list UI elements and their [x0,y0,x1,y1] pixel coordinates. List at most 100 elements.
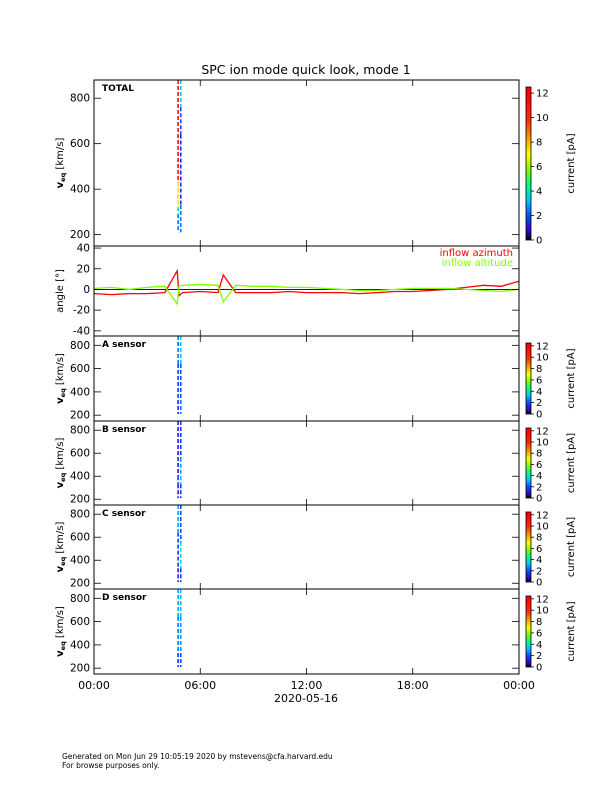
colorbar-tick-label-total-2: 2 [536,211,542,222]
ylabel-c-sensor: veq [km/s] [55,522,67,573]
ytick-label-b-sensor-600: 600 [70,448,90,460]
colorbar-tick-label-total-0: 0 [536,236,542,247]
colorbar-tick-label-a-sensor-6: 6 [536,375,542,386]
colorbar-total [525,86,532,241]
colorbar-tick-label-total-12: 12 [536,89,549,100]
colorbar-tick-label-total-4: 4 [536,187,542,198]
xtick-label-1: 06:00 [184,679,216,692]
panel-label-a-sensor: A sensor [102,340,147,350]
panel-frame-c-sensor [93,504,520,590]
ytick-label-c-sensor-600: 600 [70,532,90,544]
footer-line-2: For browse purposes only. [62,761,160,770]
ytick-label-d-sensor-200: 200 [70,663,90,675]
ytick-label-c-sensor-400: 400 [70,555,90,567]
colorbar-label-a-sensor: current [pA] [566,348,577,408]
ytick-label-a-sensor-400: 400 [70,386,90,398]
ylabel-total: veq [km/s] [55,138,67,189]
ytick-label-total-800: 800 [70,93,90,105]
colorbar-tick-label-c-sensor-12: 12 [536,510,549,521]
ytick-label-d-sensor-800: 800 [70,593,90,605]
xtick-label-4: 00:00 [503,679,535,692]
colorbar-tick-label-b-sensor-0: 0 [536,494,542,505]
colorbar-tick-label-total-6: 6 [536,162,542,173]
colorbar-tick-label-a-sensor-2: 2 [536,398,542,409]
colorbar-tick-label-b-sensor-6: 6 [536,460,542,471]
ytick-label-angles-0: 0 [83,284,90,296]
ylabel-a-sensor: veq [km/s] [55,353,67,404]
colorbar-tick-label-a-sensor-4: 4 [536,387,542,398]
ytick-label-b-sensor-800: 800 [70,425,90,437]
panel-label-total: TOTAL [102,84,134,94]
legend-entry-0: inflow azimuth [440,248,513,259]
ytick-label-b-sensor-200: 200 [70,494,90,506]
colorbar-tick-label-a-sensor-0: 0 [536,410,542,421]
ytick-label-angles-20: 20 [77,263,90,275]
colorbar-tick-label-c-sensor-4: 4 [536,555,542,566]
colorbar-tick-label-total-10: 10 [536,113,549,124]
colorbar-tick-label-b-sensor-4: 4 [536,471,542,482]
ytick-label-angles--40: -40 [73,325,90,337]
colorbar-tick-label-c-sensor-8: 8 [536,533,542,544]
chart-title: SPC ion mode quick look, mode 1 [201,62,410,77]
date-label: 2020-05-16 [274,692,338,705]
ytick-label-b-sensor-400: 400 [70,471,90,483]
colorbar-label-d-sensor: current [pA] [566,601,577,661]
ylabel-d-sensor: veq [km/s] [55,606,67,657]
colorbar-tick-label-c-sensor-10: 10 [536,522,549,533]
ytick-label-angles-40: 40 [77,243,90,255]
ytick-label-d-sensor-400: 400 [70,639,90,651]
legend-entry-1: inflow altitude [442,258,513,269]
colorbar-tick-label-d-sensor-6: 6 [536,628,542,639]
colorbar-c-sensor [525,511,532,583]
colorbar-tick-label-d-sensor-10: 10 [536,606,549,617]
colorbar-tick-label-a-sensor-10: 10 [536,353,549,364]
colorbar-tick-label-b-sensor-10: 10 [536,438,549,449]
panel-label-c-sensor: C sensor [102,509,146,519]
panel-frame-total [93,79,520,247]
colorbar-d-sensor [525,595,532,668]
panel-label-d-sensor: D sensor [102,593,147,603]
ylabel-b-sensor: veq [km/s] [55,438,67,489]
colorbar-label-b-sensor: current [pA] [566,433,577,493]
panel-label-b-sensor: B sensor [102,425,146,435]
xtick-label-0: 00:00 [78,679,110,692]
colorbar-tick-label-d-sensor-0: 0 [536,663,542,674]
colorbar-tick-label-b-sensor-2: 2 [536,482,542,493]
ytick-label-d-sensor-600: 600 [70,616,90,628]
ytick-label-c-sensor-200: 200 [70,578,90,590]
panel-frame-a-sensor [93,335,520,422]
ytick-label-total-600: 600 [70,138,90,150]
ytick-label-a-sensor-600: 600 [70,363,90,375]
colorbar-tick-label-a-sensor-8: 8 [536,364,542,375]
footer-line-1: Generated on Mon Jun 29 10:05:19 2020 by… [62,752,333,761]
ytick-label-total-200: 200 [70,229,90,241]
panel-frame-b-sensor [93,420,520,506]
ytick-label-angles--20: -20 [73,305,90,317]
ytick-label-total-400: 400 [70,184,90,196]
series-line-1 [94,283,519,306]
colorbar-label-total: current [pA] [566,133,577,193]
colorbar-tick-label-d-sensor-4: 4 [536,640,542,651]
colorbar-tick-label-d-sensor-2: 2 [536,651,542,662]
colorbar-tick-label-d-sensor-8: 8 [536,617,542,628]
ytick-label-a-sensor-800: 800 [70,340,90,352]
colorbar-label-c-sensor: current [pA] [566,517,577,577]
colorbar-tick-label-total-8: 8 [536,138,542,149]
series-line-0 [94,268,519,298]
colorbar-tick-label-c-sensor-2: 2 [536,566,542,577]
ylabel-angle: angle [°] [55,269,66,313]
xtick-label-3: 18:00 [397,679,429,692]
colorbar-tick-label-a-sensor-12: 12 [536,341,549,352]
colorbar-tick-label-c-sensor-0: 0 [536,578,542,589]
colorbar-b-sensor [525,427,532,499]
xtick-label-2: 12:00 [291,679,323,692]
colorbar-tick-label-d-sensor-12: 12 [536,594,549,605]
colorbar-tick-label-c-sensor-6: 6 [536,544,542,555]
ytick-label-a-sensor-200: 200 [70,410,90,422]
colorbar-tick-label-b-sensor-8: 8 [536,449,542,460]
colorbar-a-sensor [525,342,532,415]
panel-frame-d-sensor [93,588,520,675]
colorbar-tick-label-b-sensor-12: 12 [536,426,549,437]
ytick-label-c-sensor-800: 800 [70,509,90,521]
